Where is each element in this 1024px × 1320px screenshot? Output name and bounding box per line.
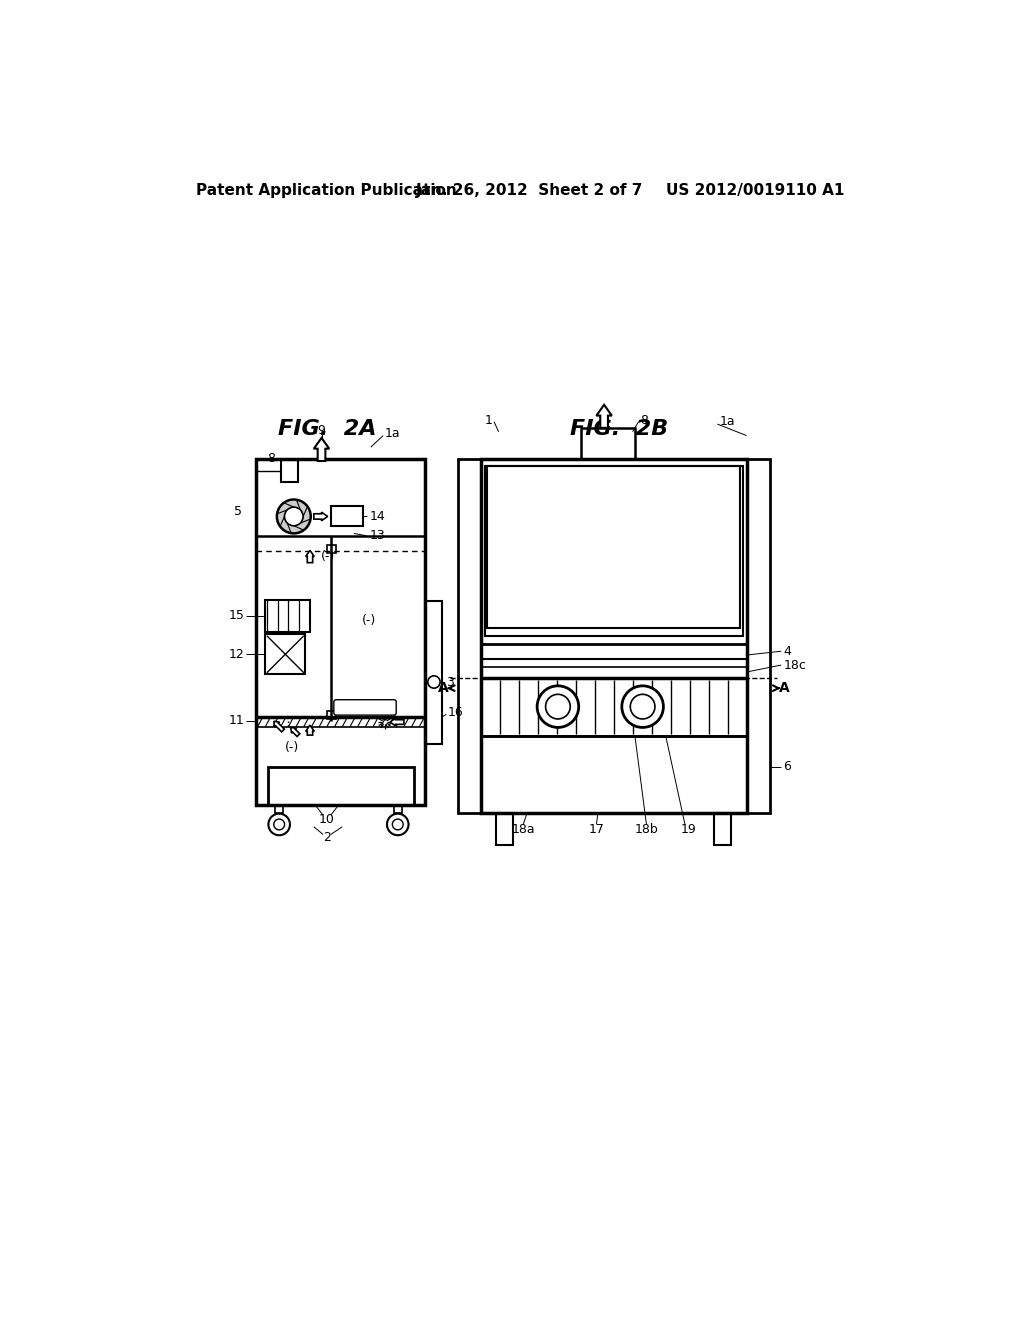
Text: 10: 10 — [318, 813, 335, 825]
Circle shape — [546, 694, 570, 719]
Text: 5: 5 — [234, 504, 243, 517]
FancyArrow shape — [313, 438, 330, 461]
Text: 1a: 1a — [720, 416, 735, 428]
Text: A: A — [779, 681, 790, 696]
Bar — [481, 678, 746, 737]
Text: 18c: 18c — [783, 659, 806, 672]
Circle shape — [538, 686, 579, 727]
Bar — [497, 813, 513, 845]
Text: 16: 16 — [447, 706, 464, 719]
Bar — [714, 813, 731, 845]
Text: US 2012/0019110 A1: US 2012/0019110 A1 — [666, 183, 844, 198]
Bar — [327, 711, 336, 719]
Text: 18a: 18a — [511, 824, 536, 837]
Text: 14: 14 — [370, 510, 385, 523]
Text: 11: 11 — [228, 714, 245, 727]
Bar — [275, 805, 283, 813]
Text: 4: 4 — [783, 644, 792, 657]
Circle shape — [387, 813, 409, 836]
Bar — [281, 461, 298, 482]
FancyArrow shape — [273, 721, 285, 731]
Circle shape — [268, 813, 290, 836]
Text: FIG.  2B: FIG. 2B — [570, 420, 669, 440]
Bar — [265, 599, 310, 632]
Text: A: A — [438, 681, 449, 696]
Circle shape — [276, 499, 310, 533]
Circle shape — [273, 818, 285, 830]
Text: Jan. 26, 2012  Sheet 2 of 7: Jan. 26, 2012 Sheet 2 of 7 — [416, 183, 643, 198]
Bar — [581, 428, 635, 459]
Text: 2: 2 — [323, 832, 331, 843]
FancyArrow shape — [390, 718, 403, 726]
Bar — [267, 767, 414, 805]
Text: 1: 1 — [484, 413, 493, 426]
Bar — [331, 506, 364, 525]
FancyArrow shape — [291, 727, 300, 737]
Bar — [481, 459, 746, 813]
Bar — [487, 466, 740, 628]
Bar — [265, 635, 305, 675]
Bar — [481, 737, 746, 813]
Text: (-): (-) — [362, 614, 377, 627]
Text: 1a: 1a — [385, 426, 400, 440]
FancyArrow shape — [596, 405, 611, 428]
Text: 3: 3 — [446, 676, 454, 689]
Text: 13: 13 — [370, 529, 385, 543]
Text: 19: 19 — [681, 824, 696, 837]
Bar — [746, 459, 770, 813]
Text: (-): (-) — [321, 550, 335, 564]
Text: 6: 6 — [783, 760, 792, 774]
FancyArrow shape — [313, 512, 328, 520]
Bar — [394, 805, 401, 813]
Text: 9: 9 — [317, 425, 326, 437]
Bar — [458, 459, 481, 813]
Bar — [256, 459, 425, 805]
Circle shape — [622, 686, 664, 727]
FancyArrow shape — [306, 725, 314, 735]
Circle shape — [631, 694, 655, 719]
Bar — [425, 601, 442, 743]
Text: 8: 8 — [267, 453, 275, 465]
Bar — [484, 466, 742, 636]
Circle shape — [428, 676, 440, 688]
Text: 8: 8 — [640, 413, 648, 426]
Text: FIG.  2A: FIG. 2A — [278, 420, 376, 440]
Text: 12: 12 — [228, 648, 245, 661]
FancyArrow shape — [306, 550, 314, 562]
Circle shape — [285, 507, 303, 525]
Bar — [327, 545, 336, 553]
Text: 15: 15 — [228, 610, 245, 622]
Text: 18b: 18b — [635, 824, 658, 837]
Text: 17: 17 — [589, 824, 604, 837]
Text: (-): (-) — [285, 741, 299, 754]
Text: Patent Application Publication: Patent Application Publication — [196, 183, 457, 198]
FancyBboxPatch shape — [334, 700, 396, 715]
Circle shape — [392, 818, 403, 830]
